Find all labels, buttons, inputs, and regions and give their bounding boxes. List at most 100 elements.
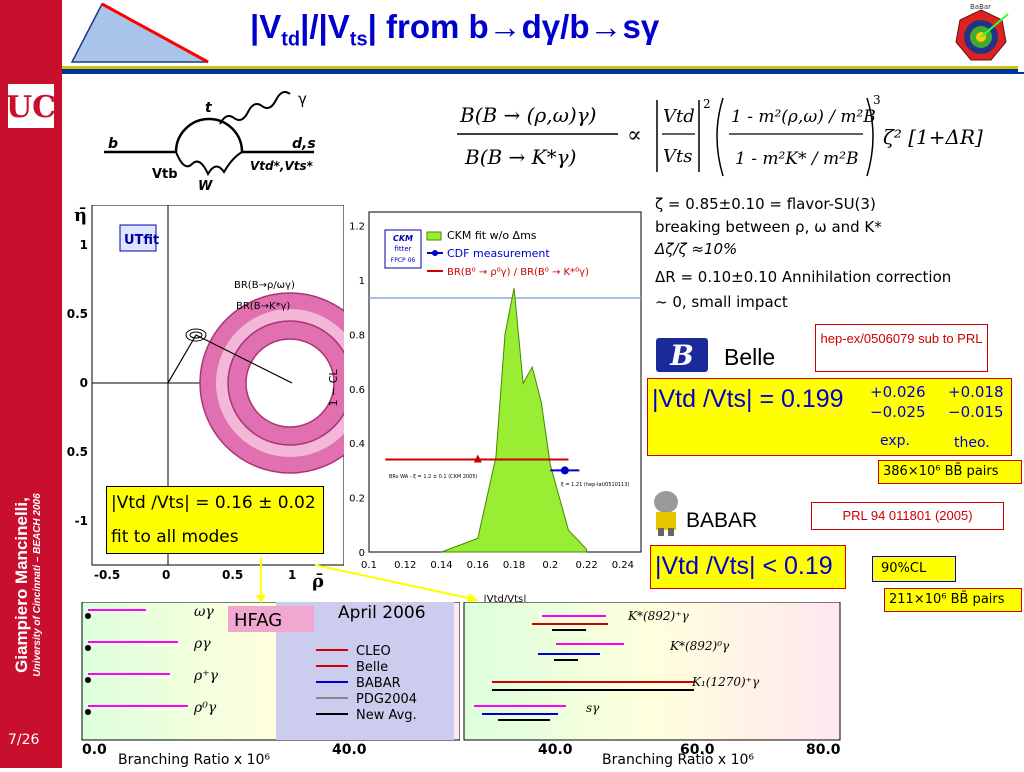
dzeta-note: Δζ/ζ ≈10% bbox=[655, 240, 738, 258]
page-title: |Vtd|/|Vts| from b→dγ/b→sγ bbox=[250, 8, 660, 51]
cdf-point bbox=[560, 466, 569, 475]
b-quark-label: b bbox=[108, 136, 118, 152]
utfit-logo: UTfit bbox=[124, 233, 159, 248]
ckm-xtick: 0.2 bbox=[542, 560, 558, 571]
ckm-y-axis-label: 1 − CL bbox=[327, 369, 340, 407]
svg-text:B: B bbox=[669, 339, 694, 372]
ckm-xtick: 0.18 bbox=[503, 560, 525, 571]
author-block: Giampiero Mancinelli, University of Cinc… bbox=[12, 450, 52, 720]
formula-corr-num: 1 - m²(ρ,ω) / m²B bbox=[731, 107, 876, 127]
ckm-logo-1: CKM bbox=[393, 234, 413, 243]
utfit-legend-1: BR(B→ρ/ωγ) bbox=[234, 280, 295, 291]
formula-vtd: Vtd bbox=[663, 106, 695, 127]
gamma-label: γ bbox=[298, 90, 307, 108]
utfit-ytick: 1 bbox=[80, 238, 88, 252]
utfit-xtick: -0.5 bbox=[94, 568, 120, 582]
hfag-legend-pdg: PDG2004 bbox=[356, 692, 417, 707]
detector-logo: BaBar bbox=[946, 0, 1016, 64]
utfit-result: |Vtd /Vts| = 0.16 ± 0.02 bbox=[111, 493, 316, 513]
ckm-ytick: 1 bbox=[359, 276, 365, 287]
ratio-formula: B(B → (ρ,ω)γ) B(B → K*γ) ∝ Vtd Vts 2 1 -… bbox=[455, 92, 1015, 184]
babar-elephant-logo bbox=[648, 488, 684, 536]
babar-reference: PRL 94 011801 (2005) bbox=[842, 508, 973, 523]
belle-theory-up: +0.018 bbox=[948, 383, 1004, 401]
ckm-ytick: 0.8 bbox=[349, 330, 365, 341]
ckm-x-axis-label: |Vtd/Vts| bbox=[483, 594, 526, 605]
belle-name: Belle bbox=[724, 344, 776, 370]
hfag-right-xlabel: Branching Ratio x 10⁶ bbox=[602, 752, 754, 768]
ckm-note-left: BRs WA - ξ = 1.2 ± 0.1 (CKM 2005) bbox=[389, 474, 478, 480]
belle-pairs-box: 386×10⁶ BB̄ pairs bbox=[878, 460, 1022, 484]
babar-name: BABAR bbox=[686, 509, 758, 532]
utfit-legend-2: BR(B→K*γ) bbox=[236, 301, 290, 312]
babar-pairs: 211×10⁶ BB̄ pairs bbox=[889, 592, 1005, 607]
hfag-legend-avg: New Avg. bbox=[356, 708, 417, 723]
eta-axis-label: η̄ bbox=[74, 205, 87, 226]
formula-exponent3: 3 bbox=[873, 93, 881, 107]
hfag-mode-kstar-plus: K*(892)⁺γ bbox=[627, 609, 690, 623]
belle-theory-label: theo. bbox=[954, 435, 990, 451]
hfag-mode-rhoplus: ρ⁺γ bbox=[193, 668, 219, 684]
ckm-legend-2: CDF measurement bbox=[447, 247, 550, 260]
author-name: Giampiero Mancinelli, bbox=[12, 497, 31, 673]
utfit-xtick: 0 bbox=[162, 568, 170, 582]
formula-numerator: B(B → (ρ,ω)γ) bbox=[459, 103, 596, 127]
ckm-note-right: ξ = 1.21 (hep-lat/0510113) bbox=[561, 482, 629, 488]
sidebar bbox=[0, 0, 62, 768]
hfag-mode-k1: K₁(1270)⁺γ bbox=[691, 675, 760, 689]
belle-result-box: |Vtd /Vts| = 0.199 +0.026 −0.025 +0.018 … bbox=[647, 378, 1012, 456]
ckm-ytick: 0 bbox=[359, 548, 365, 559]
title-divider bbox=[62, 66, 1024, 74]
formula-vts: Vts bbox=[663, 146, 692, 167]
utfit-xtick: 1 bbox=[288, 568, 296, 582]
connector-arrows bbox=[255, 555, 485, 605]
formula-exponent: 2 bbox=[703, 97, 711, 111]
dr-note: ΔR = 0.10±0.10 Annihilation correction bbox=[655, 268, 952, 286]
belle-result: |Vtd /Vts| = 0.199 bbox=[652, 385, 844, 413]
page-number: 7/26 bbox=[8, 732, 40, 748]
hfag-mode-omega: ωγ bbox=[194, 604, 214, 620]
belle-reference-box: hep-ex/0506079 sub to PRL bbox=[815, 324, 988, 372]
hfag-mode-kstar-zero: K*(892)⁰γ bbox=[669, 639, 730, 653]
ckm-xtick: 0.24 bbox=[612, 560, 634, 571]
formula-denominator: B(B → K*γ) bbox=[464, 145, 576, 169]
vtd-vts-label: Vtd*,Vts* bbox=[250, 159, 314, 173]
hfag-left-panel: ωγ ργ ρ⁺γ ρ⁰γ HFAG April 2006 CLEO Belle… bbox=[66, 601, 461, 768]
babar-cl-box: 90%CL bbox=[872, 556, 956, 582]
hfag-label: HFAG bbox=[234, 610, 282, 631]
zeta-note: ζ = 0.85±0.10 = flavor-SU(3) bbox=[655, 195, 876, 213]
ckm-logo-2: fitter bbox=[394, 245, 411, 253]
utfit-ytick: -1 bbox=[75, 514, 88, 528]
hfag-legend-belle: Belle bbox=[356, 660, 388, 675]
svg-text:UC: UC bbox=[8, 90, 54, 125]
ckm-xtick: 0.16 bbox=[467, 560, 489, 571]
belle-theory-down: −0.015 bbox=[948, 403, 1004, 421]
babar-pairs-box: 211×10⁶ BB̄ pairs bbox=[884, 588, 1022, 612]
utfit-ytick: 0.5 bbox=[67, 307, 88, 321]
belle-logo: B bbox=[656, 338, 708, 372]
hfag-mode-rho0: ρ⁰γ bbox=[193, 700, 217, 716]
triangle-logo bbox=[70, 2, 210, 64]
babar-reference-box: PRL 94 011801 (2005) bbox=[811, 502, 1004, 530]
ckm-xtick: 0.1 bbox=[361, 560, 377, 571]
belle-exp-up: +0.026 bbox=[870, 383, 926, 401]
utfit-ytick: -0.5 bbox=[66, 445, 88, 459]
logo-small-text: BaBar bbox=[970, 3, 991, 11]
ckm-xtick: 0.12 bbox=[394, 560, 416, 571]
ckm-logo-3: FPCP 06 bbox=[391, 257, 416, 264]
formula-corr-den: 1 - m²K* / m²B bbox=[735, 149, 858, 169]
w-label: W bbox=[198, 179, 213, 194]
hfag-legend-babar: BABAR bbox=[356, 676, 401, 691]
feynman-diagram: t γ b d,s Vtb Vtd*,Vts* W bbox=[100, 82, 350, 202]
nav-dots bbox=[1018, 62, 1024, 72]
ckm-xtick: 0.14 bbox=[430, 560, 452, 571]
hfag-right-tick: 60.0 bbox=[680, 742, 715, 758]
hfag-legend-cleo: CLEO bbox=[356, 644, 391, 659]
babar-result: |Vtd /Vts| < 0.19 bbox=[655, 552, 833, 580]
belle-pairs: 386×10⁶ BB̄ pairs bbox=[883, 464, 999, 479]
formula-proportional: ∝ bbox=[627, 123, 642, 148]
uc-logo: UC bbox=[6, 84, 56, 128]
br-ratio-point bbox=[473, 454, 482, 463]
belle-reference: hep-ex/0506079 sub to PRL bbox=[820, 331, 983, 346]
hfag-right-tick: 40.0 bbox=[538, 742, 573, 758]
